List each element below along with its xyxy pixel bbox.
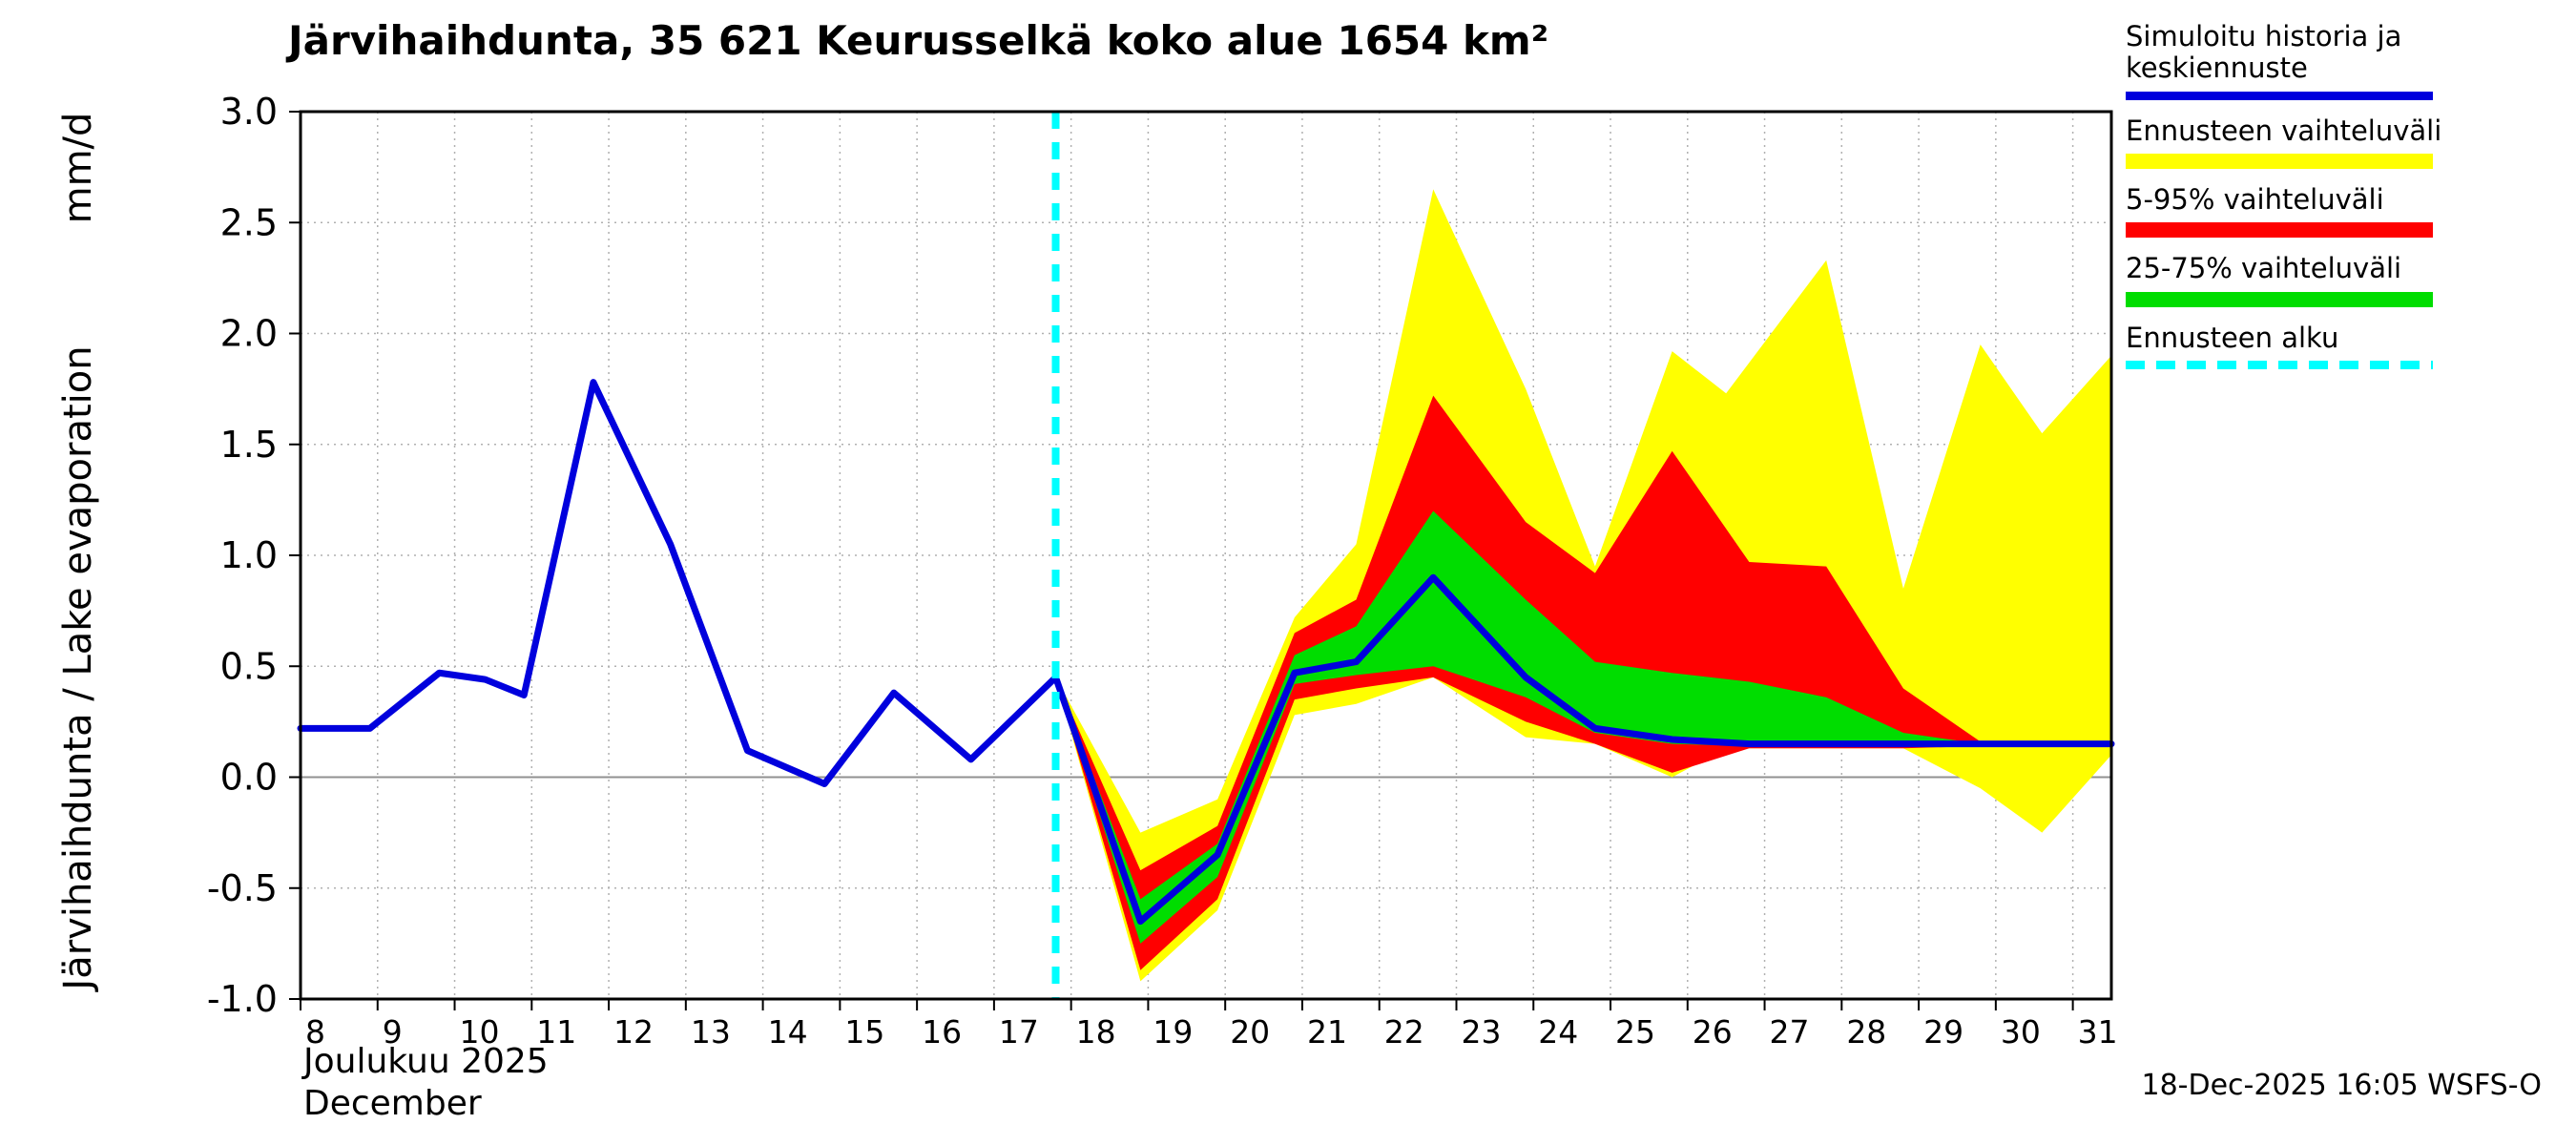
- legend-swatch-band: [2126, 154, 2433, 170]
- x-tick-label: 8: [305, 1013, 325, 1051]
- x-tick-label: 30: [2001, 1013, 2041, 1051]
- y-tick-label: 1.0: [220, 534, 278, 576]
- simulated-history-line: [297, 379, 1060, 787]
- x-tick-label: 29: [1923, 1013, 1963, 1051]
- x-tick-label: 9: [383, 1013, 403, 1051]
- x-tick-label: 14: [768, 1013, 808, 1051]
- x-tick-label: 20: [1230, 1013, 1270, 1051]
- x-tick-label: 26: [1693, 1013, 1733, 1051]
- x-tick-label: 15: [844, 1013, 884, 1051]
- x-tick-label: 10: [460, 1013, 500, 1051]
- generation-timestamp: 18-Dec-2025 16:05 WSFS-O: [2141, 1069, 2542, 1102]
- x-tick-label: 12: [613, 1013, 654, 1051]
- x-tick-label: 28: [1846, 1013, 1886, 1051]
- y-tick-label: 0.5: [220, 645, 278, 687]
- y-tick-label: 2.0: [220, 313, 278, 355]
- legend-label: Ennusteen alku: [2126, 321, 2339, 354]
- legend-entry-3: 25-75% vaihteluväli: [2126, 252, 2469, 307]
- y-tick-label: 1.5: [220, 424, 278, 466]
- legend-entry-2: 5-95% vaihteluväli: [2126, 183, 2469, 239]
- y-axis-label: Järvihaihdunta / Lake evaporation: [56, 345, 100, 992]
- legend: Simuloitu historia ja keskiennuste Ennust…: [2126, 20, 2469, 385]
- x-tick-label: 22: [1384, 1013, 1424, 1051]
- y-axis-unit-label: mm/d: [56, 113, 100, 224]
- x-tick-label: 31: [2078, 1013, 2118, 1051]
- legend-entry-1: Ennusteen vaihteluväli: [2126, 114, 2469, 170]
- legend-swatch-band: [2126, 291, 2433, 307]
- x-tick-label: 25: [1615, 1013, 1655, 1051]
- legend-label: 25-75% vaihteluväli: [2126, 252, 2402, 285]
- legend-entry-0: Simuloitu historia ja keskiennuste: [2126, 20, 2469, 100]
- x-axis-month-label-en: December: [303, 1084, 482, 1123]
- legend-swatch-line: [2126, 91, 2433, 100]
- y-tick-label: 2.5: [220, 201, 278, 243]
- legend-label: Ennusteen vaihteluväli: [2126, 114, 2442, 147]
- x-tick-label: 24: [1538, 1013, 1578, 1051]
- x-tick-label: 23: [1461, 1013, 1501, 1051]
- x-tick-label: 19: [1153, 1013, 1193, 1051]
- legend-label: Simuloitu historia ja keskiennuste: [2126, 20, 2402, 85]
- y-tick-label: 0.0: [220, 757, 278, 799]
- chart-title: Järvihaihdunta, 35 621 Keurusselkä koko …: [288, 17, 1549, 64]
- x-axis-month-label-fi: Joulukuu 2025: [303, 1042, 549, 1081]
- forecast-mean-line: [1052, 573, 2115, 926]
- x-tick-label: 13: [691, 1013, 731, 1051]
- x-tick-label: 18: [1076, 1013, 1116, 1051]
- legend-label: 5-95% vaihteluväli: [2126, 183, 2384, 217]
- y-tick-label: 3.0: [220, 91, 278, 133]
- y-tick-label: -0.5: [207, 867, 278, 909]
- legend-entry-4: Ennusteen alku: [2126, 321, 2469, 370]
- legend-swatch-band: [2126, 222, 2433, 239]
- x-tick-label: 27: [1770, 1013, 1810, 1051]
- x-tick-label: 16: [922, 1013, 962, 1051]
- y-tick-label: -1.0: [207, 978, 278, 1020]
- x-tick-label: 21: [1307, 1013, 1347, 1051]
- x-tick-label: 17: [999, 1013, 1039, 1051]
- x-tick-label: 11: [536, 1013, 576, 1051]
- legend-swatch-dashed: [2126, 361, 2433, 370]
